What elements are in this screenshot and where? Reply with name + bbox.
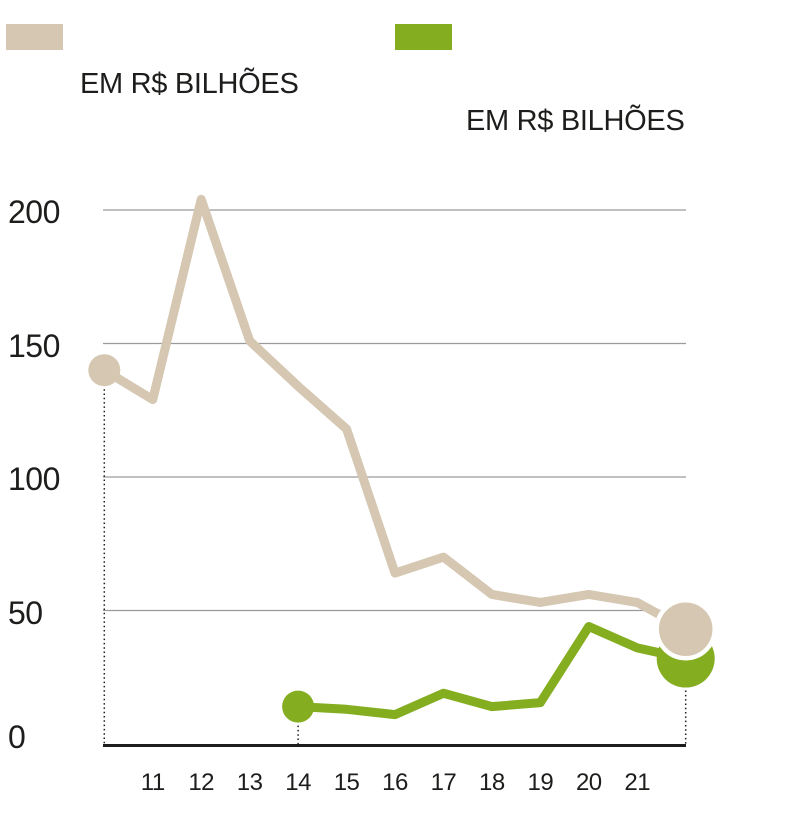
series-line-1 bbox=[297, 622, 687, 720]
x-tick-label-14: 14 bbox=[285, 769, 311, 796]
x-tick-label-19: 19 bbox=[527, 769, 554, 796]
x-tick-label-11: 11 bbox=[140, 769, 165, 796]
x-tick-label-15: 15 bbox=[333, 769, 360, 796]
legend-swatch-beige bbox=[6, 24, 63, 50]
legend-label-beige: EM R$ BILHÕES bbox=[80, 68, 299, 100]
x-tick-label-21: 21 bbox=[624, 769, 651, 796]
series-start-marker-0 bbox=[88, 354, 121, 387]
y-tick-label-0: 0 bbox=[8, 719, 26, 755]
x-tick-label-17: 17 bbox=[430, 769, 457, 796]
y-tick-label-200: 200 bbox=[8, 194, 60, 230]
legend-label-green: EM R$ BILHÕES bbox=[466, 105, 685, 137]
x-tick-label-18: 18 bbox=[479, 769, 505, 796]
series-line-0 bbox=[101, 194, 688, 634]
legend-swatch-green bbox=[395, 24, 452, 50]
series-end-marker-0 bbox=[654, 597, 717, 661]
x-tick-label-13: 13 bbox=[236, 769, 263, 796]
x-tick-label-20: 20 bbox=[575, 769, 602, 796]
y-tick-label-100: 100 bbox=[8, 461, 60, 497]
series-start-marker-1 bbox=[282, 690, 315, 723]
x-tick-label-12: 12 bbox=[188, 769, 215, 796]
y-tick-label-150: 150 bbox=[8, 327, 60, 364]
x-tick-label-16: 16 bbox=[382, 769, 408, 796]
y-tick-label-50: 50 bbox=[8, 594, 43, 631]
